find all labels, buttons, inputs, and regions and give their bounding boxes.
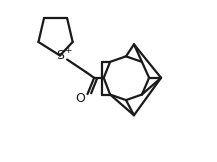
Text: O: O	[76, 92, 85, 105]
Text: S: S	[56, 49, 64, 62]
Text: +: +	[64, 46, 71, 55]
